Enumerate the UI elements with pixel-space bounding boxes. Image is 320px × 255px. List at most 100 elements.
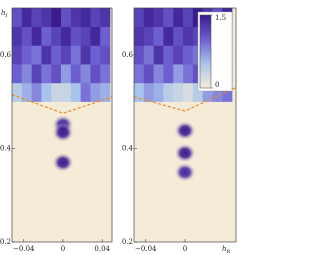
peak — [174, 162, 196, 183]
heat-cell — [163, 26, 174, 46]
x-tick-label: −0.04 — [13, 245, 35, 253]
x-tick-label: 0.04 — [94, 245, 110, 253]
heat-cell — [70, 26, 81, 46]
heat-cell — [134, 64, 145, 84]
axis-label-base: h — [1, 9, 6, 17]
heat-cell — [183, 64, 194, 84]
axis-label-sub: R — [226, 249, 231, 255]
heat-cell — [100, 26, 111, 46]
heat-cell — [31, 82, 42, 102]
heat-cell — [51, 8, 62, 28]
heat-cell — [173, 26, 184, 46]
heat-cell — [183, 82, 194, 102]
heat-cell — [163, 45, 174, 65]
y-tick-label: 0.4 — [0, 144, 12, 152]
heat-cell — [192, 82, 203, 102]
heat-cell — [212, 82, 223, 102]
plot-area — [12, 8, 112, 242]
heat-cell — [143, 45, 154, 65]
axis-label-base: h — [222, 245, 227, 253]
peak — [174, 120, 196, 141]
heat-cell — [51, 26, 62, 46]
heat-cell — [51, 82, 62, 102]
y-tick-label: 0.4 — [122, 144, 134, 152]
heat-cell — [90, 8, 101, 28]
heat-cell — [183, 8, 194, 28]
peak — [51, 152, 74, 173]
heat-cell — [41, 26, 52, 46]
heat-cell — [134, 82, 145, 102]
heat-cell — [202, 82, 213, 102]
heat-cell — [51, 64, 62, 84]
heat-cell — [153, 26, 164, 46]
heat-cell — [12, 45, 23, 65]
heat-cell — [90, 82, 101, 102]
heat-cell — [41, 82, 52, 102]
heat-cell — [80, 8, 91, 28]
heat-cell — [31, 26, 42, 46]
heat-cell — [12, 26, 23, 46]
heat-cell — [70, 8, 81, 28]
heat-cell — [163, 82, 174, 102]
heat-cell — [61, 45, 72, 65]
heat-cell — [21, 82, 32, 102]
heat-cell — [12, 82, 23, 102]
heat-cell — [41, 64, 52, 84]
heat-cell — [12, 64, 23, 84]
heat-cell — [80, 45, 91, 65]
heat-cell — [143, 64, 154, 84]
heat-cell — [70, 64, 81, 84]
heat-cell — [21, 8, 32, 28]
x-tick-label: 0 — [61, 245, 65, 253]
heat-cell — [183, 26, 194, 46]
heat-cell — [222, 82, 233, 102]
heat-cell — [100, 64, 111, 84]
heat-cell — [153, 82, 164, 102]
y-tick-label: 0.2 — [0, 238, 11, 246]
heat-cell — [134, 8, 145, 28]
heat-cell — [80, 64, 91, 84]
heat-cell — [41, 8, 52, 28]
heat-cell — [31, 45, 42, 65]
heat-cell — [134, 45, 145, 65]
heat-cell — [61, 8, 72, 28]
heat-cell — [100, 82, 111, 102]
heat-cell — [12, 8, 23, 28]
heat-cell — [173, 64, 184, 84]
heat-cell — [143, 82, 154, 102]
heat-cell — [21, 26, 32, 46]
heat-cell — [90, 64, 101, 84]
frame — [11, 7, 113, 243]
heat-cell — [173, 45, 184, 65]
axis-label: hI — [1, 9, 9, 19]
heat-cell — [21, 45, 32, 65]
heat-cell — [173, 82, 184, 102]
heat-cell — [70, 45, 81, 65]
heat-cell — [163, 8, 174, 28]
peak — [51, 122, 74, 143]
colorbar-tick-label: 0 — [215, 81, 219, 89]
heat-cell — [61, 82, 72, 102]
heat-cell — [143, 26, 154, 46]
y-tick-label: 0.6 — [122, 51, 134, 59]
heat-cell — [173, 8, 184, 28]
heat-cell — [183, 45, 194, 65]
heat-cell — [90, 45, 101, 65]
heat-cell — [70, 82, 81, 102]
axis-label: hR — [222, 245, 231, 255]
heat-cell — [41, 45, 52, 65]
heat-cell — [61, 26, 72, 46]
heat-cell — [31, 8, 42, 28]
heat-cell — [100, 45, 111, 65]
heat-cell — [21, 64, 32, 84]
heat-cell — [80, 82, 91, 102]
heat-cell — [143, 8, 154, 28]
boundary-line — [134, 87, 236, 112]
colorbar — [199, 14, 212, 89]
x-tick-label: −0.04 — [135, 245, 157, 253]
heat-cell — [134, 26, 145, 46]
heat-cell — [51, 45, 62, 65]
heat-cell — [153, 45, 164, 65]
y-tick-label: 0.2 — [122, 238, 133, 246]
